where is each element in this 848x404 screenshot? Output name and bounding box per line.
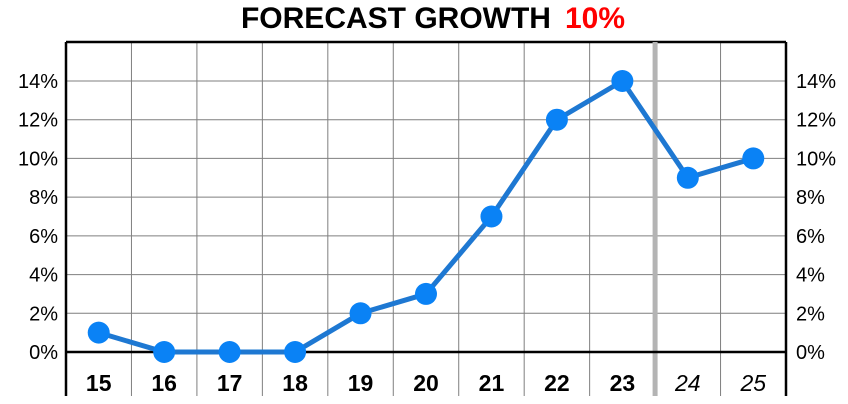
y-tick-label-left: 6% (29, 226, 58, 248)
data-point-marker (742, 147, 765, 170)
chart-title: FORECAST GROWTH 10% (241, 2, 625, 35)
data-point-marker (87, 321, 110, 344)
plot-frame (64, 42, 788, 396)
x-tick-label: 19 (348, 370, 374, 396)
data-point-marker (218, 341, 241, 363)
x-tick-label: 20 (413, 370, 439, 396)
y-tick-label-right: 0% (796, 342, 825, 364)
y-tick-label-left: 14% (18, 71, 58, 93)
y-tick-label-right: 8% (796, 187, 825, 209)
y-tick-label-left: 8% (29, 187, 58, 209)
y-tick-label-right: 14% (796, 71, 836, 93)
x-tick-label: 22 (544, 370, 570, 396)
x-tick-label: 17 (217, 370, 243, 396)
data-point-marker (153, 341, 176, 363)
x-tick-label: 23 (610, 370, 636, 396)
chart-title-text: FORECAST GROWTH (241, 2, 551, 35)
data-point-marker (545, 108, 568, 131)
data-point-marker (676, 166, 699, 189)
grid-lines (66, 40, 786, 396)
y-tick-label-left: 4% (29, 265, 58, 287)
y-tick-label-left: 0% (29, 342, 58, 364)
y-tick-label-left: 12% (18, 110, 58, 132)
y-tick-label-right: 2% (796, 303, 825, 325)
data-point-marker (480, 205, 503, 228)
series-markers (87, 70, 765, 363)
chart-title-value: 10% (565, 2, 625, 35)
data-point-marker (349, 302, 372, 325)
x-tick-label: 24 (674, 370, 701, 396)
x-tick-label: 15 (86, 370, 112, 396)
data-point-marker (284, 341, 307, 363)
y-tick-label-right: 6% (796, 226, 825, 248)
y-tick-label-right: 4% (796, 265, 825, 287)
y-tick-label-right: 10% (796, 148, 836, 170)
x-tick-label: 16 (151, 370, 177, 396)
x-tick-label: 18 (282, 370, 308, 396)
y-tick-label-left: 10% (18, 148, 58, 170)
y-axis-left: 0% 2% 4% 6% 8% 10% 12% 14% (18, 71, 58, 364)
x-axis: 15 16 17 18 19 20 21 22 23 24 25 (86, 370, 766, 396)
y-tick-label-right: 12% (796, 110, 836, 132)
x-tick-label: 21 (479, 370, 505, 396)
data-point-marker (611, 70, 634, 92)
y-axis-right: 0% 2% 4% 6% 8% 10% 12% 14% (796, 71, 836, 364)
data-point-marker (415, 282, 437, 305)
x-tick-label: 25 (739, 370, 766, 396)
y-tick-label-left: 2% (29, 303, 58, 325)
